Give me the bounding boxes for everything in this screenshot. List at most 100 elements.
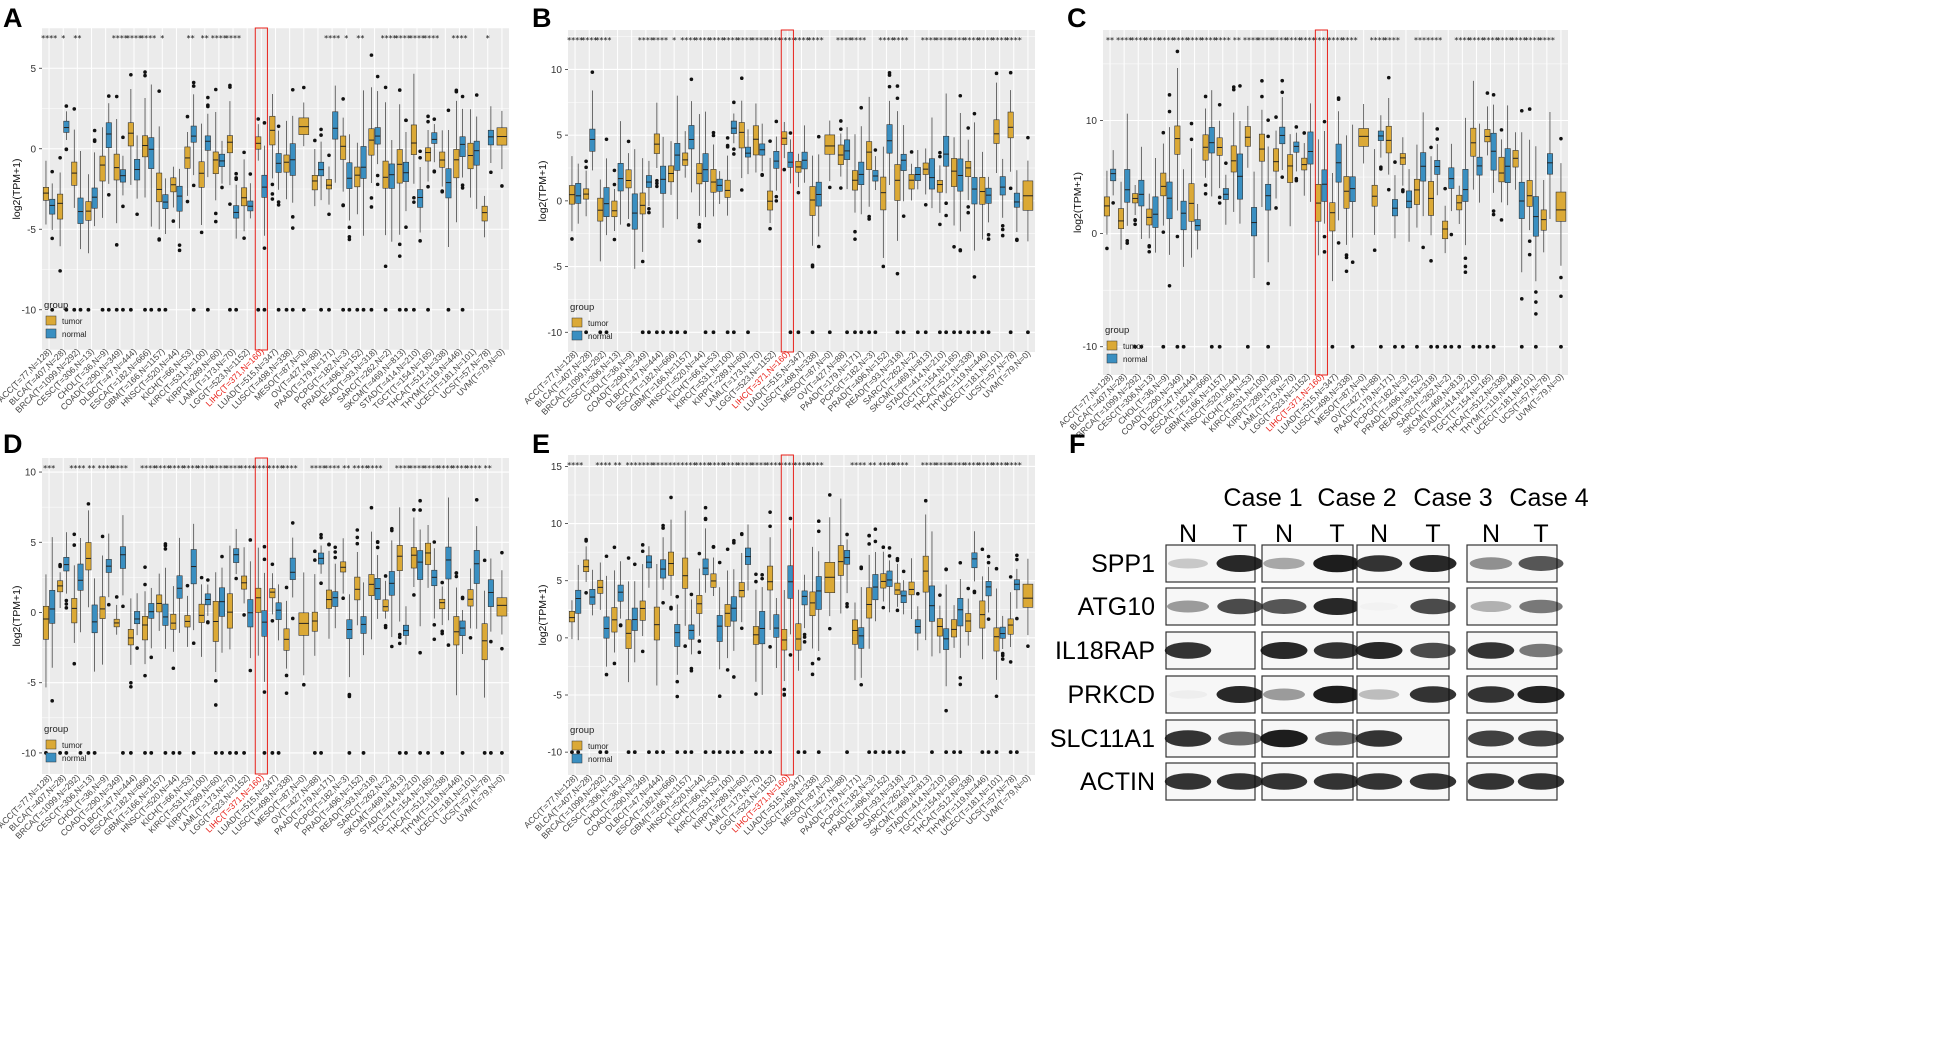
box-body <box>410 124 417 155</box>
outlier-point <box>185 199 190 204</box>
box-body <box>1110 168 1117 182</box>
panel-A: A50-5-10log2(TPM+1)****ACC(T=77,N=128)*B… <box>0 3 509 415</box>
box-tumor <box>1358 103 1369 164</box>
outlier-point <box>612 545 617 550</box>
outlier-point <box>604 137 609 142</box>
outlier-point <box>290 226 295 230</box>
box-normal <box>360 90 367 312</box>
outlier-point <box>270 182 275 187</box>
outlier-point <box>816 134 821 139</box>
outlier-point <box>234 171 238 176</box>
box-normal <box>374 540 381 619</box>
outlier-point <box>640 549 645 554</box>
outlier-point <box>881 750 886 755</box>
significance-mark: **** <box>850 36 866 45</box>
box-body <box>858 627 865 649</box>
outlier-point <box>157 307 162 312</box>
outlier-point <box>845 532 849 537</box>
box-body <box>866 141 873 170</box>
box-body <box>453 616 460 646</box>
legend-label-normal: normal <box>1123 355 1148 364</box>
outlier-point <box>191 80 196 85</box>
y-tick-label: 0 <box>1091 229 1097 240</box>
box-body <box>752 125 759 156</box>
outlier-point <box>1189 137 1194 142</box>
box-normal <box>999 615 1006 661</box>
box-normal <box>431 117 438 174</box>
box-tumor <box>837 498 844 614</box>
outlier-point <box>845 750 849 755</box>
outlier-point <box>412 507 416 512</box>
blot-slc11a1 <box>1260 719 1359 758</box>
box-tumor <box>965 126 972 335</box>
y-axis-label: log2(TPM+1) <box>11 586 23 647</box>
outlier-point <box>468 635 473 640</box>
outlier-point <box>796 750 801 755</box>
legend-swatch-tumor <box>571 317 583 328</box>
significance-mark: **** <box>98 464 114 473</box>
box-normal <box>134 135 141 217</box>
box-normal <box>957 93 964 335</box>
significance-mark: **** <box>949 36 965 45</box>
outlier-point <box>213 87 218 92</box>
box-normal <box>1490 93 1497 349</box>
box-body <box>261 610 268 637</box>
significance-mark: **** <box>1158 36 1174 45</box>
box-body <box>396 545 403 571</box>
outlier-point <box>966 210 971 215</box>
outlier-point <box>220 554 224 559</box>
outlier-point <box>938 593 942 597</box>
significance-mark: **** <box>893 461 909 470</box>
outlier-point <box>845 601 849 606</box>
box-normal <box>63 104 70 312</box>
outlier-point <box>760 173 764 178</box>
box-tumor <box>326 542 332 639</box>
outlier-point <box>909 150 914 154</box>
significance-mark: **** <box>324 34 340 43</box>
outlier-point <box>802 635 807 639</box>
outlier-point <box>895 608 900 613</box>
band <box>1519 599 1563 614</box>
outlier-point <box>355 535 360 540</box>
box-body <box>745 146 751 158</box>
box-body <box>354 576 361 601</box>
outlier-point <box>106 193 111 197</box>
outlier-point <box>206 103 210 108</box>
outlier-point <box>418 751 423 755</box>
box-normal <box>445 497 452 647</box>
outlier-point <box>426 751 430 755</box>
significance-mark: **** <box>1271 36 1287 45</box>
outlier-point <box>432 637 437 642</box>
outlier-point <box>163 543 168 548</box>
box-normal <box>233 171 240 312</box>
box-tumor <box>880 146 887 269</box>
outlier-point <box>901 330 906 335</box>
box-body <box>971 552 978 569</box>
outlier-point <box>1266 281 1270 286</box>
outlier-point <box>383 85 388 90</box>
box-normal <box>645 160 652 335</box>
box-body <box>77 563 84 591</box>
significance-mark: ** <box>201 34 209 43</box>
box-body <box>77 197 84 224</box>
box-normal <box>971 111 978 335</box>
box-tumor <box>57 155 64 273</box>
outlier-point <box>149 307 154 312</box>
significance-mark: ** <box>187 34 195 43</box>
outlier-point <box>100 307 105 312</box>
box-normal <box>773 598 780 669</box>
significance-mark: **** <box>367 464 383 473</box>
box-tumor <box>894 84 901 335</box>
box-body <box>487 129 494 146</box>
box-body <box>965 161 972 178</box>
outlier-point <box>768 524 772 529</box>
band <box>1261 599 1307 614</box>
outlier-point <box>944 567 948 572</box>
box-body <box>724 604 731 627</box>
box-body <box>1420 152 1427 182</box>
box-body <box>1349 176 1356 202</box>
box-tumor <box>710 544 717 755</box>
box-tumor <box>922 148 929 335</box>
band <box>1517 773 1565 790</box>
box-body <box>773 614 780 638</box>
